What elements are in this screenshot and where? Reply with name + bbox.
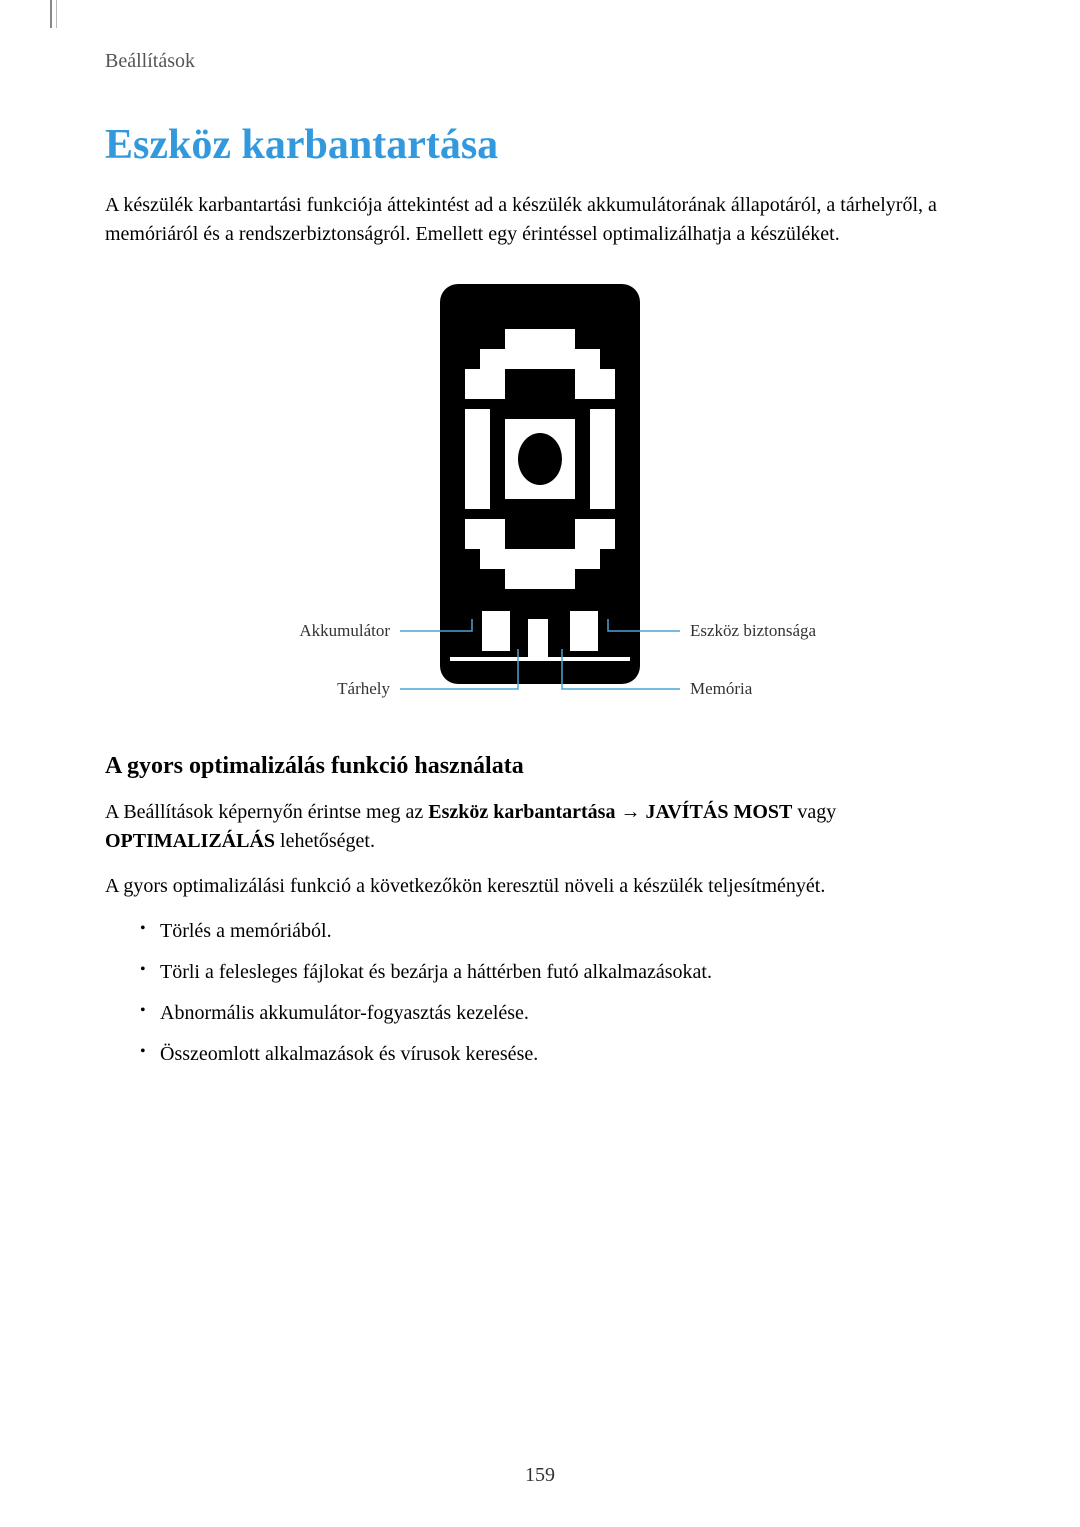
p1-arrow: → bbox=[615, 801, 645, 823]
figure-label-battery: Akkumulátor bbox=[160, 621, 390, 641]
p1-bold-2: JAVÍTÁS MOST bbox=[645, 801, 792, 823]
subheading: A gyors optimalizálás funkció használata bbox=[105, 753, 980, 780]
list-item: Törli a felesleges fájlokat és bezárja a… bbox=[140, 958, 980, 987]
breadcrumb: Beállítások bbox=[105, 50, 980, 73]
figure-label-memory: Memória bbox=[690, 679, 950, 699]
bullet-list: Törlés a memóriából. Törli a felesleges … bbox=[140, 917, 980, 1069]
page-edge-marker-inner bbox=[56, 0, 57, 28]
page-number: 159 bbox=[0, 1464, 1080, 1487]
device-illustration-svg bbox=[100, 279, 980, 709]
page-edge-marker bbox=[50, 0, 52, 28]
document-page: Beállítások Eszköz karbantartása A készü… bbox=[0, 0, 1080, 1121]
list-item: Törlés a memóriából. bbox=[140, 917, 980, 946]
list-item: Összeomlott alkalmazások és vírusok kere… bbox=[140, 1040, 980, 1069]
figure-label-security: Eszköz biztonsága bbox=[690, 621, 950, 641]
p1-bold-3: OPTIMALIZÁLÁS bbox=[105, 830, 275, 852]
paragraph-1: A Beállítások képernyőn érintse meg az E… bbox=[105, 798, 980, 856]
figure-label-storage: Tárhely bbox=[160, 679, 390, 699]
p1-bold-1: Eszköz karbantartása bbox=[428, 801, 615, 823]
page-title: Eszköz karbantartása bbox=[105, 121, 980, 169]
p1-prefix: A Beállítások képernyőn érintse meg az bbox=[105, 801, 428, 823]
device-figure: Akkumulátor Tárhely Eszköz biztonsága Me… bbox=[100, 279, 980, 709]
list-item: Abnormális akkumulátor-fogyasztás kezelé… bbox=[140, 999, 980, 1028]
p1-mid: vagy bbox=[792, 801, 836, 823]
p1-suffix: lehetőséget. bbox=[275, 830, 375, 852]
paragraph-2: A gyors optimalizálási funkció a követke… bbox=[105, 872, 980, 901]
intro-paragraph: A készülék karbantartási funkciója áttek… bbox=[105, 191, 980, 249]
